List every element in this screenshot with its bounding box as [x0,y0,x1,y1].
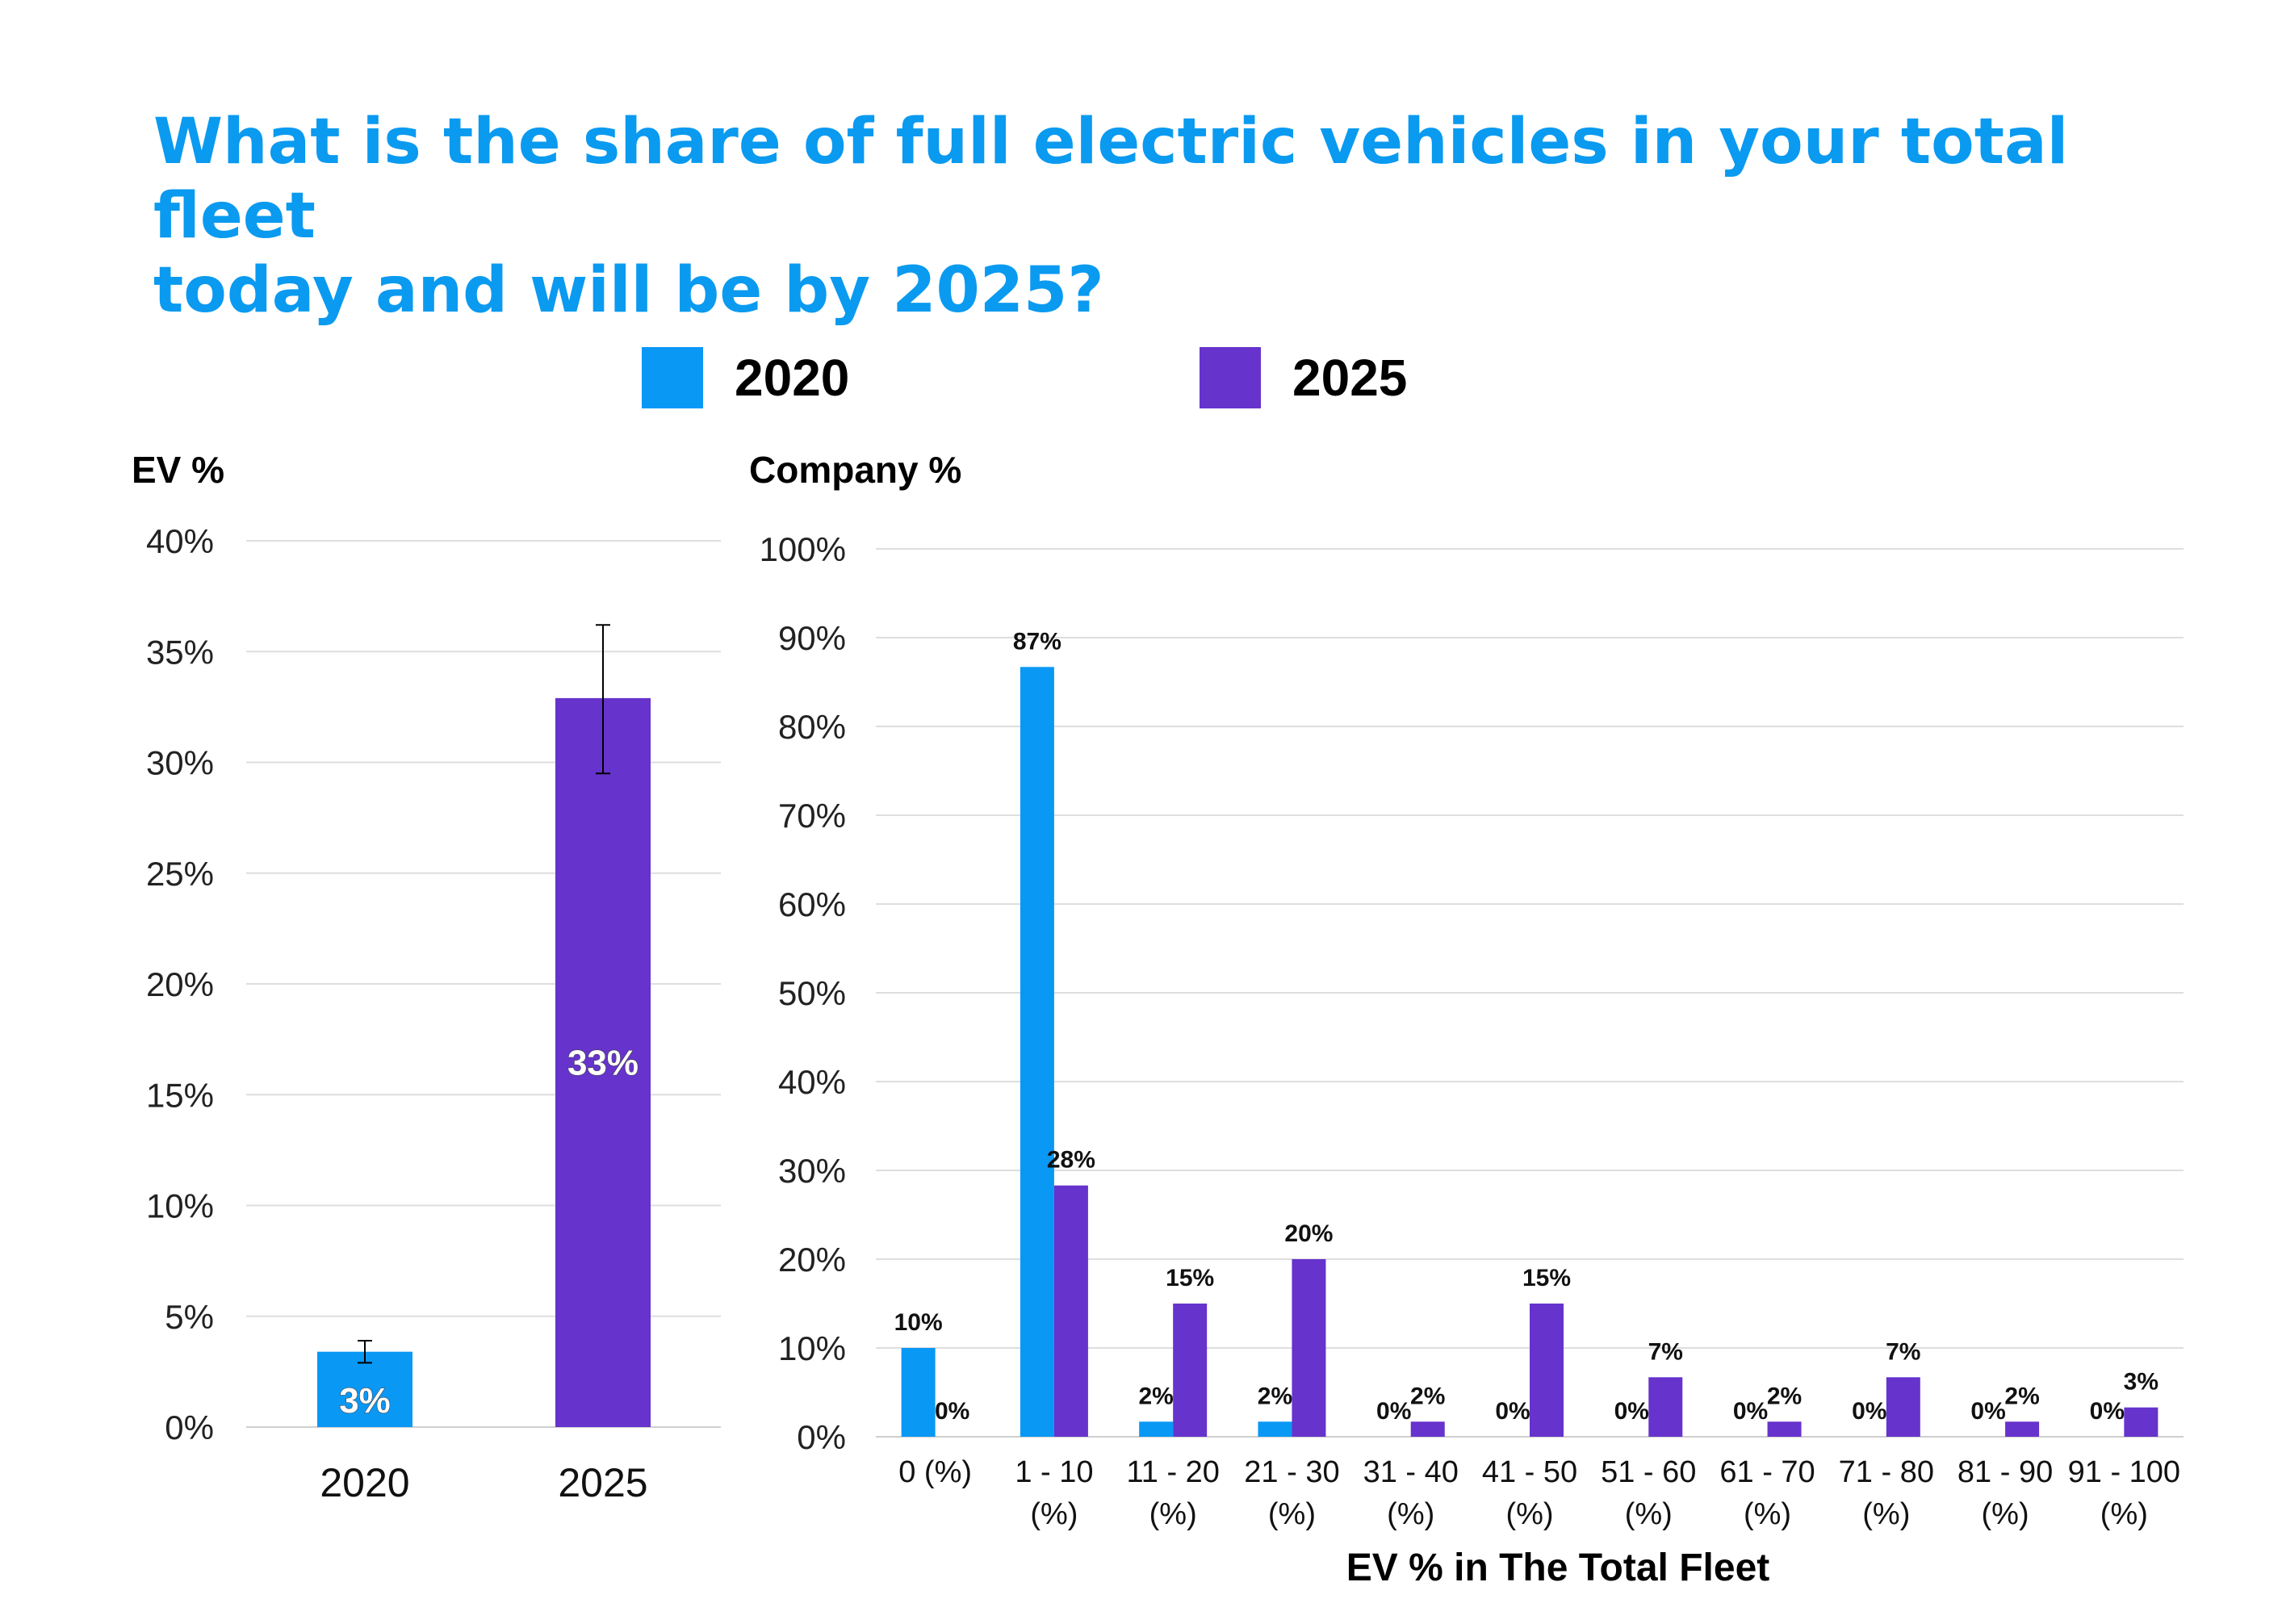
right-x-tick-label: (%) [2100,1497,2148,1531]
right-x-tick-label: 61 - 70 [1719,1455,1815,1489]
left-y-tick-label: 30% [146,744,214,782]
right-x-tick-label: (%) [1149,1497,1197,1531]
right-x-tick-label: (%) [1744,1497,1791,1531]
right-x-tick-label: (%) [1387,1497,1434,1531]
right-x-tick-label: 11 - 20 [1126,1455,1219,1489]
right-bar-2025 [2124,1407,2158,1437]
right-data-label-2020: 2% [1139,1383,1174,1409]
left-data-label: 3% [339,1381,391,1421]
left-x-tick-label: 2025 [558,1460,647,1505]
right-bar-2025 [1530,1304,1564,1437]
right-x-tick-label: 41 - 50 [1482,1455,1577,1489]
right-x-tick-label: 71 - 80 [1839,1455,1934,1489]
right-bar-2025 [1767,1421,1802,1437]
right-bar-2025 [2005,1421,2040,1437]
right-bar-2020 [1139,1421,1174,1437]
right-data-label-2025: 2% [1767,1383,1802,1409]
right-x-tick-label: 21 - 30 [1244,1455,1339,1489]
left-y-tick-label: 0% [165,1408,214,1446]
right-data-label-2020: 0% [1495,1398,1530,1425]
right-bar-2025 [1886,1377,1920,1437]
right-data-label-2020: 0% [1614,1398,1649,1425]
company-distribution-chart: Company % 0% 10% 20% 30% 40% 50% 60% 70% 80% 90% 10… [749,449,2184,1589]
legend-swatch-2025 [1200,347,1261,408]
right-bar-2020 [901,1348,936,1437]
right-data-label-2020: 10% [894,1309,943,1336]
right-data-label-2020: 0% [1970,1398,2005,1425]
right-data-label-2025: 15% [1166,1265,1214,1291]
right-y-tick-label: 60% [778,885,846,923]
right-y-tick-label: 10% [778,1329,846,1367]
right-y-tick-label: 20% [778,1241,846,1279]
chart-title: What is the share of full electric vehic… [153,105,2171,328]
right-data-label-2025: 15% [1522,1265,1571,1291]
right-bar-2025 [1648,1377,1683,1437]
right-x-tick-label: 31 - 40 [1363,1455,1459,1489]
right-y-tick-label: 80% [778,708,846,746]
right-bar-2025 [1173,1304,1208,1437]
right-y-axis-title: Company % [749,449,961,491]
right-x-tick-label: 81 - 90 [1957,1455,2053,1489]
left-y-tick-label: 20% [146,965,214,1003]
right-y-tick-label: 90% [778,619,846,657]
right-x-axis-title: EV % in The Total Fleet [1346,1547,1770,1589]
ev-share-chart: EV % 0% 5% 10% 15% 20% 25% 30% 35% 40% 3% 2020 33% 20… [132,449,721,1505]
right-x-tick-label: 1 - 10 [1015,1455,1093,1489]
right-data-label-2025: 3% [2124,1369,2158,1396]
left-y-tick-label: 35% [146,633,214,671]
right-y-tick-label: 40% [778,1063,846,1101]
right-x-tick-label: 51 - 60 [1601,1455,1696,1489]
right-data-label-2025: 7% [1886,1338,1920,1365]
right-data-label-2025: 7% [1648,1338,1683,1365]
right-y-tick-label: 70% [778,797,846,835]
right-x-tick-label: 91 - 100 [2068,1455,2180,1489]
right-x-tick-label: (%) [1505,1497,1553,1531]
left-data-label: 33% [567,1043,639,1082]
right-data-label-2020: 0% [1376,1398,1411,1425]
right-data-label-2025: 28% [1047,1147,1095,1174]
left-x-tick-label: 2020 [320,1460,409,1505]
right-data-label-2025: 2% [1410,1383,1445,1409]
left-y-tick-label: 25% [146,855,214,893]
legend-swatch-2020 [642,347,703,408]
legend-label-2020: 2020 [735,349,850,407]
right-bar-2025 [1292,1259,1326,1437]
right-y-tick-label: 30% [778,1152,846,1190]
legend-label-2025: 2025 [1292,349,1408,407]
right-bar-2025 [1410,1421,1445,1437]
right-bar-2020 [1258,1421,1292,1437]
right-x-tick-label: (%) [1862,1497,1910,1531]
right-x-tick-label: 0 (%) [898,1455,972,1489]
right-bar-2020 [1020,667,1054,1437]
right-data-label-2025: 2% [2004,1383,2039,1409]
left-y-tick-label: 40% [146,522,214,560]
title-line-1: What is the share of full electric vehic… [153,106,2069,253]
right-y-tick-label: 0% [797,1418,846,1456]
right-data-label-2020: 2% [1258,1383,1292,1409]
left-y-axis-title: EV % [132,449,224,491]
right-x-tick-label: (%) [1982,1497,2029,1531]
title-line-2: today and will be by 2025? [153,254,1104,327]
right-data-label-2025: 0% [935,1398,969,1425]
right-y-tick-label: 50% [778,974,846,1012]
right-data-label-2025: 20% [1284,1220,1333,1247]
right-data-label-2020: 87% [1013,628,1061,655]
right-x-tick-label: (%) [1030,1497,1078,1531]
left-bar-2020 [317,1351,412,1427]
left-y-tick-label: 5% [165,1298,214,1336]
left-y-tick-label: 15% [146,1076,214,1114]
right-x-tick-label: (%) [1625,1497,1673,1531]
right-data-label-2020: 0% [1733,1398,1768,1425]
right-x-tick-label: (%) [1268,1497,1316,1531]
right-bar-2025 [1053,1185,1088,1437]
right-data-label-2020: 0% [2090,1398,2125,1425]
right-data-label-2020: 0% [1852,1398,1886,1425]
left-y-tick-label: 10% [146,1187,214,1225]
left-bar-2025 [555,697,651,1427]
right-y-tick-label: 100% [760,530,846,568]
